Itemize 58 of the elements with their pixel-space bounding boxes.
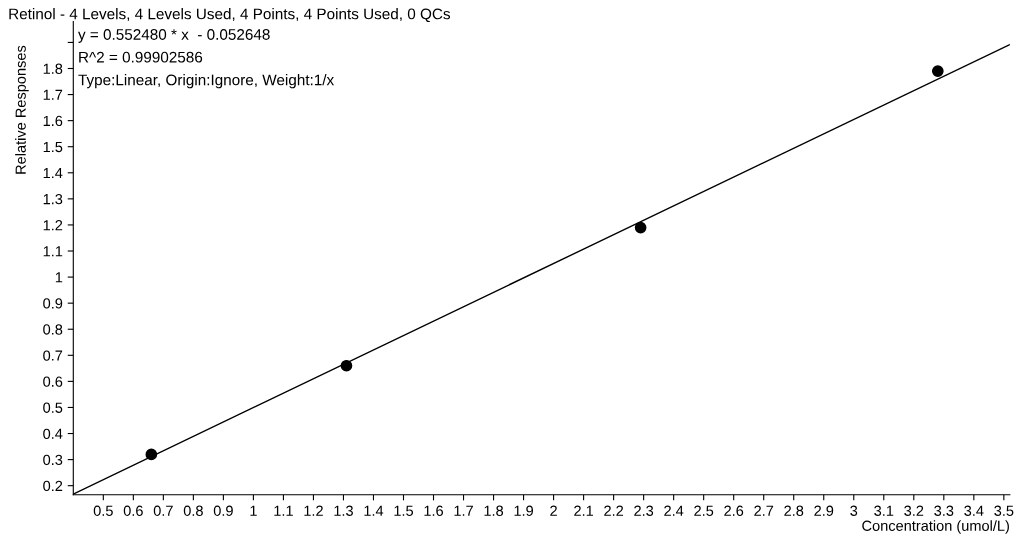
x-tick-label: 2.3: [634, 505, 654, 516]
y-tick-label: 1.8: [43, 63, 63, 74]
y-tick-label: 0.8: [43, 324, 63, 335]
x-tick-label: 2.1: [574, 505, 594, 516]
annotation: R^2 = 0.99902586: [79, 51, 203, 63]
y-tick-label: 0.5: [43, 402, 63, 413]
y-tick-label: 0.3: [43, 454, 63, 466]
x-tick-label: 1: [250, 505, 257, 516]
point: [145, 448, 158, 461]
x-tick-label: 3.2: [904, 505, 924, 516]
y-tick-label: 1.2: [43, 220, 63, 231]
x-tick-label: 1.9: [514, 505, 534, 516]
x-tick-label: 1.5: [394, 505, 414, 516]
y-tick-label: 0.9: [43, 298, 63, 309]
x-tick-label: 2.2: [604, 505, 624, 516]
x-tick-label: 0.5: [93, 505, 113, 516]
x-tick-label: 2.5: [694, 505, 714, 516]
y-tick-label: 1.6: [43, 115, 63, 127]
x-tick-label: 0.9: [213, 505, 233, 516]
x-tick-label: 1.2: [304, 505, 323, 516]
x-tick-label: 3.4: [964, 505, 984, 516]
y-tick-label: 1.5: [43, 141, 63, 153]
x-tick-label: 3.1: [874, 505, 894, 516]
x-tick-label: 2.9: [814, 505, 834, 516]
x-axis-title: Concentration (umol/L): [862, 520, 1009, 534]
y-axis-title: Relative Responses: [15, 45, 29, 174]
x-tick-label: 1.7: [454, 505, 473, 516]
x-tick-label: 2: [550, 505, 557, 516]
point: [931, 65, 944, 77]
x-tick-label: 1.8: [484, 505, 504, 516]
point: [340, 359, 353, 372]
y-tick-label: 0.6: [43, 376, 63, 387]
annotation: y = 0.552480 * x - 0.052648: [78, 29, 270, 43]
y-tick-label: 1.1: [43, 246, 63, 257]
y-tick-label: 1.7: [43, 89, 63, 100]
x-tick-label: 2.4: [664, 505, 684, 516]
x-tick-label: 2.7: [754, 505, 774, 516]
x-tick-label: 1.3: [334, 505, 353, 516]
y-tick-label: 1.4: [43, 168, 63, 179]
x-tick-label: 1.4: [364, 505, 384, 516]
y-tick-label: 1.3: [43, 193, 63, 205]
x-tick-label: 0.6: [123, 505, 143, 516]
y-tick-label: 0.4: [43, 428, 63, 439]
annotation: Type:Linear, Origin:Ignore, Weight:1/x: [78, 74, 335, 89]
chart-title: Retinol - 4 Levels, 4 Levels Used, 4 Points, 4 Points Used, 0 QCs: [9, 8, 451, 23]
x-tick-label: 2.6: [724, 505, 744, 516]
x-tick-label: 3: [850, 505, 858, 516]
y-tick-label: 0.2: [43, 480, 63, 492]
x-tick-label: 2.8: [784, 505, 804, 516]
x-tick-label: 0.7: [153, 505, 173, 516]
x-tick-label: 0.8: [183, 505, 203, 516]
x-tick-label: 3.3: [934, 505, 954, 516]
y-tick-label: 0.7: [43, 350, 63, 361]
x-tick-label: 3.5: [994, 505, 1014, 516]
x-tick-label: 1.1: [274, 505, 293, 516]
point: [634, 221, 647, 234]
y-tick-label: 1: [55, 272, 63, 283]
x-tick-label: 1.6: [424, 505, 444, 516]
